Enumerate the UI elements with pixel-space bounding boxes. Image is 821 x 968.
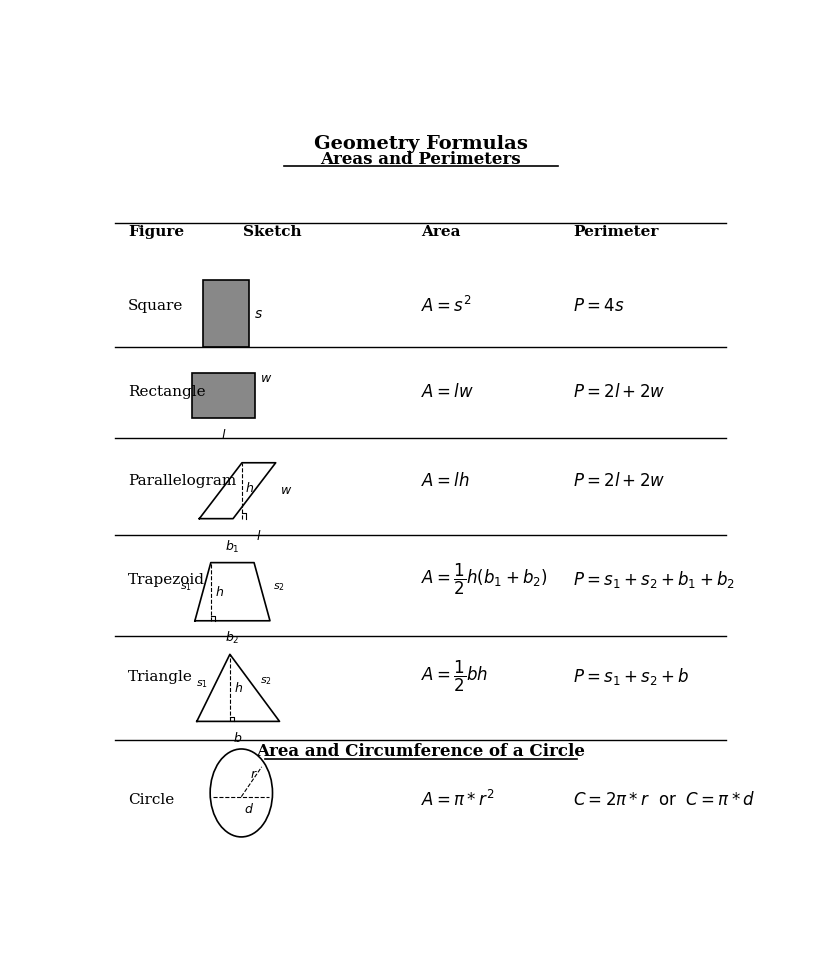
Text: $h$: $h$ <box>214 585 223 598</box>
Text: Areas and Perimeters: Areas and Perimeters <box>320 151 521 167</box>
Text: $h$: $h$ <box>234 681 243 695</box>
Ellipse shape <box>210 749 273 837</box>
Text: Area and Circumference of a Circle: Area and Circumference of a Circle <box>256 742 585 760</box>
Text: Trapezoid: Trapezoid <box>128 573 205 587</box>
Text: $b$: $b$ <box>233 731 243 745</box>
Text: $s_1$: $s_1$ <box>196 679 209 690</box>
Text: $A = \pi * r^{2}$: $A = \pi * r^{2}$ <box>421 790 494 810</box>
Text: $s_1$: $s_1$ <box>180 581 192 593</box>
Text: Figure: Figure <box>128 225 184 239</box>
Text: $A = lw$: $A = lw$ <box>421 383 474 401</box>
Text: $w$: $w$ <box>280 484 292 498</box>
Text: $A = s^{2}$: $A = s^{2}$ <box>421 296 471 317</box>
Text: $s_2$: $s_2$ <box>259 676 272 687</box>
Polygon shape <box>195 562 270 620</box>
Text: Parallelogram: Parallelogram <box>128 474 236 489</box>
Text: Perimeter: Perimeter <box>573 225 658 239</box>
Text: $b_2$: $b_2$ <box>225 630 240 646</box>
Text: $P = 2l + 2w$: $P = 2l + 2w$ <box>573 383 666 401</box>
Bar <box>203 280 249 348</box>
Text: Sketch: Sketch <box>243 225 301 239</box>
Text: $P = 2l + 2w$: $P = 2l + 2w$ <box>573 472 666 491</box>
Text: $l$: $l$ <box>256 529 262 543</box>
Text: $h$: $h$ <box>245 481 255 495</box>
Text: $P = s_1 + s_2 + b_1 + b_2$: $P = s_1 + s_2 + b_1 + b_2$ <box>573 569 736 590</box>
Text: $w$: $w$ <box>259 372 272 385</box>
Text: Circle: Circle <box>128 794 174 807</box>
Text: $d$: $d$ <box>244 802 254 816</box>
Text: Area: Area <box>421 225 461 239</box>
Text: $b_1$: $b_1$ <box>225 539 240 556</box>
Text: $A = \dfrac{1}{2}h(b_1 + b_2)$: $A = \dfrac{1}{2}h(b_1 + b_2)$ <box>421 562 548 597</box>
Text: $P = s_1 + s_2 + b$: $P = s_1 + s_2 + b$ <box>573 666 690 687</box>
Text: Rectangle: Rectangle <box>128 385 206 399</box>
Text: $l$: $l$ <box>221 428 227 441</box>
Polygon shape <box>200 463 276 519</box>
Text: $s_2$: $s_2$ <box>273 581 285 593</box>
Text: $A = lh$: $A = lh$ <box>421 472 470 491</box>
Text: Square: Square <box>128 299 183 314</box>
Text: Triangle: Triangle <box>128 670 193 683</box>
Text: $C = 2\pi * r\ \ \mathrm{or}\ \ C = \pi * d$: $C = 2\pi * r\ \ \mathrm{or}\ \ C = \pi … <box>573 792 756 809</box>
Text: $A = \dfrac{1}{2}bh$: $A = \dfrac{1}{2}bh$ <box>421 659 488 694</box>
Polygon shape <box>197 654 279 721</box>
Text: Geometry Formulas: Geometry Formulas <box>314 136 528 154</box>
Text: $r$: $r$ <box>250 768 258 781</box>
Bar <box>192 374 255 418</box>
Text: $P = 4s$: $P = 4s$ <box>573 298 625 315</box>
Text: $s$: $s$ <box>254 307 263 320</box>
